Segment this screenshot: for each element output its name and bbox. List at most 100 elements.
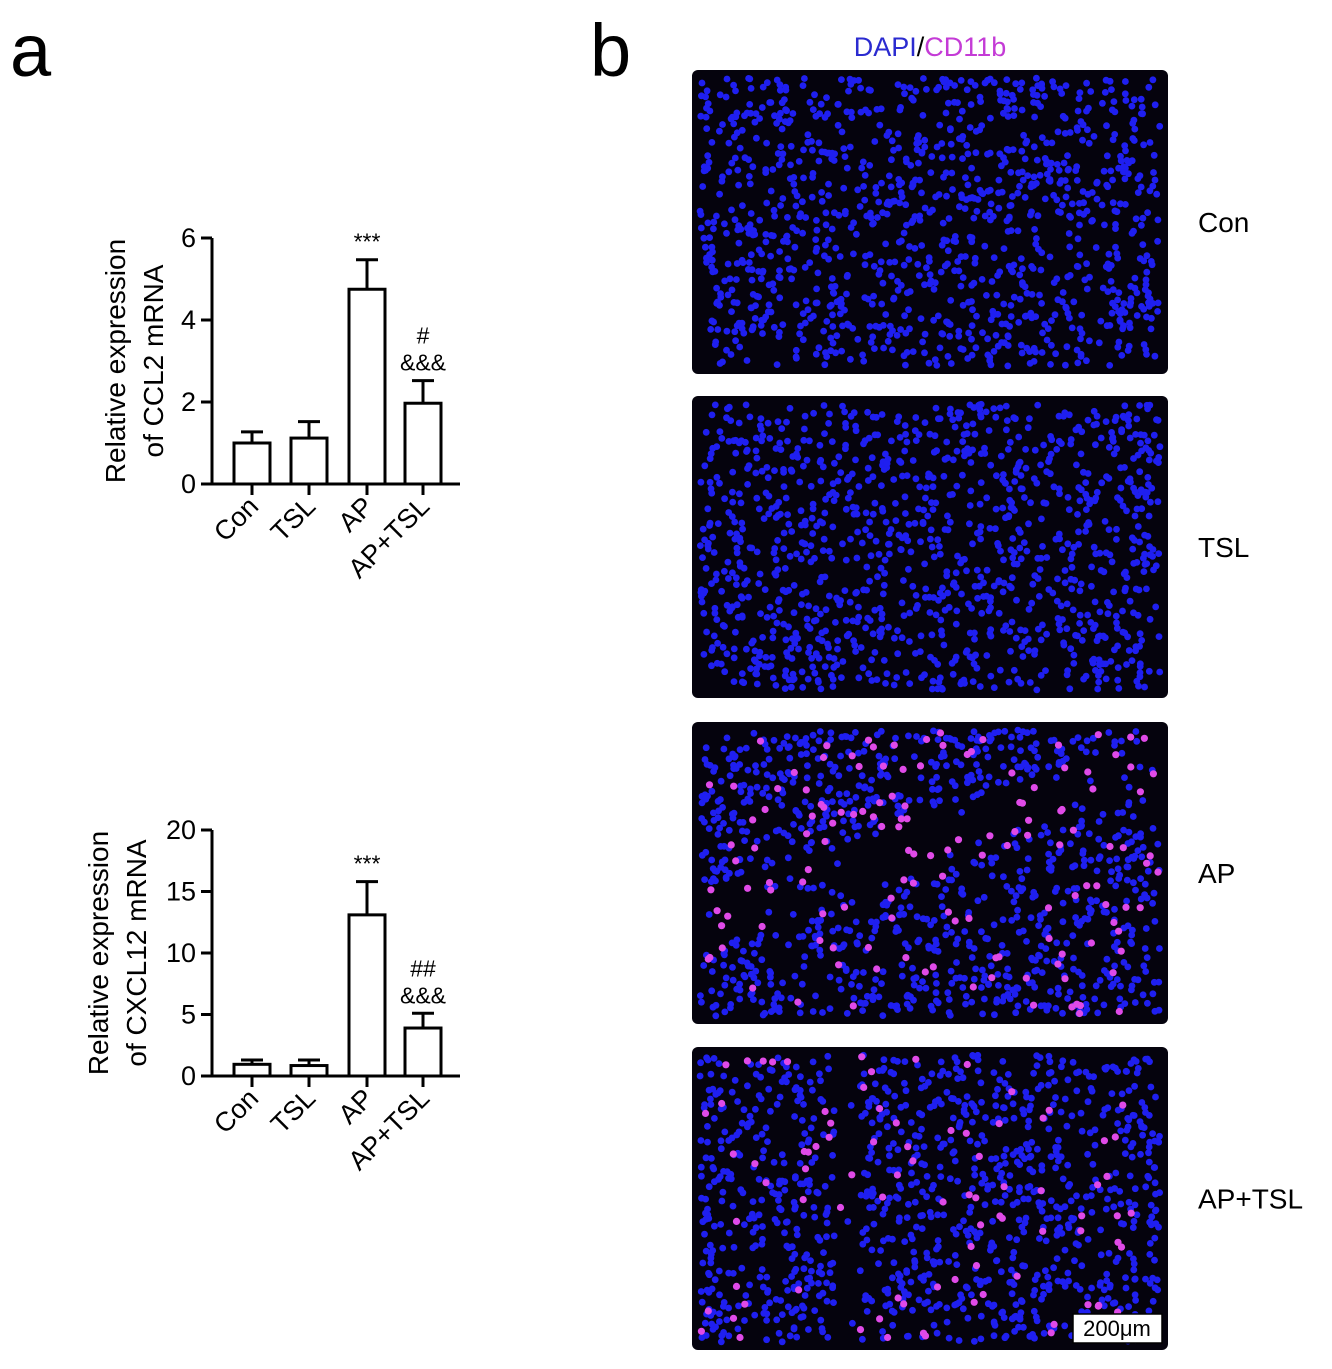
- cd11b-cell: [701, 1109, 710, 1117]
- nucleus: [791, 1205, 799, 1213]
- cd11b-cell: [876, 1105, 884, 1113]
- nucleus: [963, 422, 970, 430]
- nucleus: [1101, 1106, 1109, 1113]
- nucleus: [803, 741, 810, 749]
- nucleus: [928, 685, 936, 693]
- nucleus: [811, 554, 818, 562]
- nucleus: [1064, 273, 1072, 281]
- nucleus: [756, 1273, 764, 1281]
- nucleus: [933, 86, 940, 94]
- nucleus: [962, 992, 970, 1000]
- nucleus: [964, 773, 971, 781]
- nucleus: [811, 669, 819, 677]
- nucleus: [716, 302, 723, 309]
- nucleus: [923, 1173, 931, 1180]
- nucleus: [868, 1119, 876, 1127]
- nucleus: [977, 1312, 985, 1320]
- nucleus: [930, 801, 938, 809]
- nucleus: [934, 999, 942, 1007]
- nucleus: [791, 1306, 799, 1314]
- nucleus: [957, 680, 965, 688]
- nucleus: [764, 1138, 771, 1145]
- nucleus: [730, 678, 738, 685]
- nucleus: [830, 810, 838, 818]
- nucleus: [782, 1278, 789, 1285]
- nucleus: [946, 332, 954, 340]
- nucleus: [769, 280, 777, 288]
- nucleus: [762, 1124, 770, 1132]
- nucleus: [915, 272, 923, 279]
- nucleus: [1030, 173, 1038, 181]
- nucleus: [792, 301, 800, 309]
- nucleus: [723, 1316, 731, 1324]
- nucleus: [967, 78, 975, 85]
- nucleus: [738, 325, 746, 332]
- cd11b-cell: [730, 782, 738, 790]
- nucleus: [947, 360, 955, 367]
- nucleus: [766, 1066, 774, 1074]
- nucleus: [1052, 1094, 1059, 1101]
- nucleus: [925, 1287, 932, 1295]
- nucleus: [881, 556, 889, 564]
- nucleus: [962, 253, 969, 260]
- nucleus: [1111, 905, 1118, 913]
- nucleus: [1089, 1160, 1097, 1168]
- nucleus: [1090, 407, 1098, 415]
- nucleus: [980, 976, 988, 984]
- nucleus: [752, 1105, 759, 1113]
- nucleus: [1116, 1188, 1124, 1195]
- cd11b-cell: [1071, 892, 1079, 900]
- nucleus: [708, 968, 716, 975]
- nucleus: [903, 1214, 911, 1221]
- nucleus: [832, 619, 839, 626]
- nucleus: [894, 1006, 901, 1013]
- scale-bar-label: 200μm: [1083, 1316, 1151, 1341]
- nucleus: [1076, 1286, 1084, 1293]
- nucleus: [721, 668, 729, 676]
- nucleus: [1136, 538, 1143, 546]
- cd11b-cell: [816, 936, 824, 945]
- nucleus: [809, 663, 817, 671]
- cd11b-cell: [767, 886, 775, 894]
- nucleus: [1052, 350, 1059, 358]
- nucleus: [810, 312, 817, 320]
- nucleus: [787, 466, 795, 474]
- nucleus: [805, 649, 812, 656]
- nucleus: [1059, 1009, 1066, 1017]
- nucleus: [1028, 263, 1035, 270]
- nucleus: [763, 139, 770, 147]
- nucleus: [863, 563, 871, 571]
- nucleus: [936, 1163, 944, 1171]
- nucleus: [1005, 513, 1013, 521]
- nucleus: [1032, 313, 1040, 320]
- nucleus: [1087, 777, 1094, 785]
- nucleus: [751, 118, 759, 126]
- nucleus: [1021, 1219, 1029, 1227]
- nucleus: [826, 973, 834, 981]
- nucleus: [987, 672, 995, 680]
- nucleus: [1007, 647, 1014, 655]
- nucleus: [1156, 945, 1163, 952]
- nucleus: [1042, 1237, 1050, 1245]
- nucleus: [1082, 528, 1089, 535]
- nucleus: [875, 993, 883, 1001]
- nucleus: [1092, 982, 1100, 990]
- nucleus: [882, 1302, 890, 1310]
- nucleus: [731, 518, 739, 526]
- nucleus: [723, 650, 731, 658]
- nucleus: [1108, 558, 1116, 566]
- nucleus: [759, 330, 766, 337]
- nucleus: [1032, 957, 1039, 964]
- nucleus: [902, 1087, 910, 1095]
- nucleus: [735, 419, 743, 427]
- nucleus: [944, 247, 952, 255]
- nucleus: [1015, 884, 1023, 891]
- nucleus: [955, 332, 963, 340]
- nucleus: [705, 1215, 713, 1222]
- nucleus: [848, 899, 856, 906]
- nucleus: [1154, 498, 1162, 506]
- nucleus: [810, 617, 818, 625]
- nucleus: [934, 312, 942, 320]
- cd11b-cell: [856, 1326, 865, 1334]
- nucleus: [896, 457, 903, 465]
